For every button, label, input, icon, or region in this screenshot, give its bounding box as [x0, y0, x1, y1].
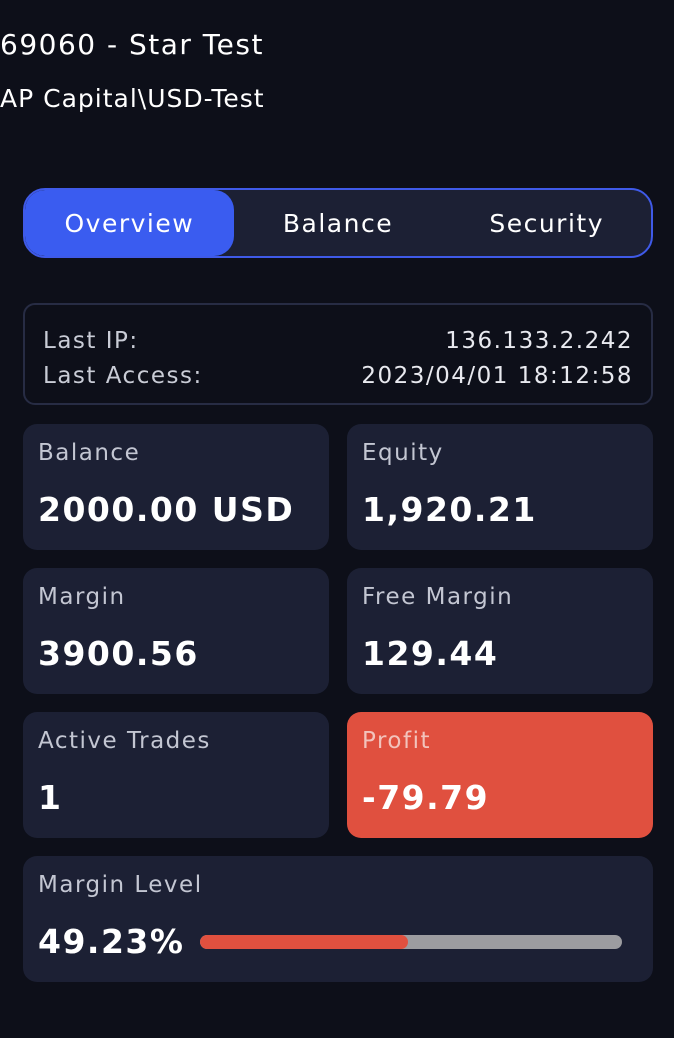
margin-card: Margin 3900.56 — [23, 568, 329, 694]
free-margin-card: Free Margin 129.44 — [347, 568, 653, 694]
last-ip-value: 136.133.2.242 — [445, 327, 633, 354]
margin-level-card: Margin Level 49.23% — [23, 856, 653, 982]
margin-level-progress-bar — [200, 934, 622, 949]
equity-value: 1,920.21 — [362, 490, 537, 529]
profit-label: Profit — [362, 728, 431, 754]
margin-value: 3900.56 — [38, 634, 199, 673]
access-info-panel: Last IP: 136.133.2.242 Last Access: 2023… — [23, 303, 653, 405]
free-margin-value: 129.44 — [362, 634, 499, 673]
free-margin-label: Free Margin — [362, 584, 514, 610]
account-subtitle: AP Capital\USD-Test — [0, 84, 265, 113]
profit-card: Profit -79.79 — [347, 712, 653, 838]
margin-level-label: Margin Level — [38, 872, 203, 898]
margin-label: Margin — [38, 584, 126, 610]
margin-level-value: 49.23% — [38, 922, 185, 961]
last-ip-label: Last IP: — [43, 327, 139, 354]
equity-label: Equity — [362, 440, 444, 466]
tab-overview[interactable]: Overview — [25, 190, 234, 256]
profit-value: -79.79 — [362, 778, 490, 817]
account-title: 69060 - Star Test — [0, 28, 264, 61]
tab-balance[interactable]: Balance — [282, 208, 394, 238]
active-trades-card: Active Trades 1 — [23, 712, 329, 838]
margin-level-row: 49.23% — [38, 922, 638, 961]
last-access-label: Last Access: — [43, 362, 203, 389]
balance-card: Balance 2000.00 USD — [23, 424, 329, 550]
tab-bar: Overview Balance Security — [23, 188, 653, 258]
balance-value: 2000.00 USD — [38, 490, 295, 529]
equity-card: Equity 1,920.21 — [347, 424, 653, 550]
balance-label: Balance — [38, 440, 141, 466]
last-access-value: 2023/04/01 18:12:58 — [361, 362, 633, 389]
last-access-row: Last Access: 2023/04/01 18:12:58 — [43, 358, 633, 393]
margin-level-progress-fill — [200, 934, 408, 949]
tab-security[interactable]: Security — [489, 208, 605, 238]
active-trades-label: Active Trades — [38, 728, 211, 754]
active-trades-value: 1 — [38, 778, 63, 817]
last-ip-row: Last IP: 136.133.2.242 — [43, 323, 633, 358]
